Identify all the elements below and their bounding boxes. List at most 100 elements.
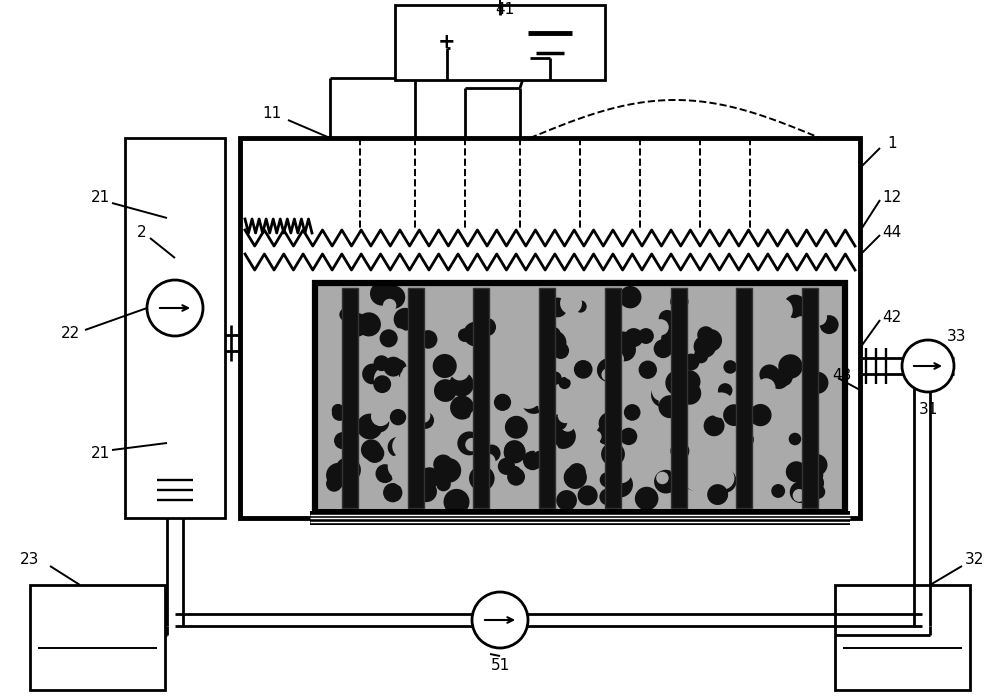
Circle shape [700, 329, 722, 352]
Circle shape [704, 323, 720, 340]
Circle shape [573, 347, 587, 361]
Circle shape [769, 369, 789, 389]
Circle shape [714, 353, 728, 367]
Circle shape [533, 451, 545, 463]
Circle shape [670, 441, 689, 461]
Bar [315, 283, 845, 513]
Text: 21: 21 [90, 191, 110, 205]
Circle shape [783, 295, 807, 318]
Circle shape [362, 364, 383, 385]
Bar [240, 138, 860, 518]
Circle shape [693, 483, 715, 505]
Circle shape [656, 472, 669, 484]
Circle shape [390, 409, 406, 425]
Text: 11: 11 [262, 105, 282, 121]
Text: +: + [438, 33, 456, 52]
Circle shape [651, 383, 676, 408]
Circle shape [408, 357, 424, 373]
Text: 51: 51 [490, 658, 510, 674]
Text: 21: 21 [90, 445, 110, 461]
Circle shape [542, 331, 566, 355]
Circle shape [723, 360, 737, 373]
Circle shape [433, 354, 457, 378]
Circle shape [652, 381, 672, 401]
Circle shape [324, 468, 338, 482]
Circle shape [444, 489, 470, 515]
Circle shape [523, 451, 542, 470]
Circle shape [599, 435, 616, 452]
Circle shape [607, 472, 633, 498]
Circle shape [458, 328, 472, 342]
Circle shape [685, 470, 705, 491]
Circle shape [739, 454, 756, 470]
Circle shape [624, 328, 643, 347]
Circle shape [467, 358, 481, 372]
Circle shape [552, 342, 569, 359]
Circle shape [795, 373, 808, 386]
Circle shape [704, 415, 725, 436]
Circle shape [749, 404, 772, 426]
Circle shape [678, 317, 690, 329]
Text: 22: 22 [60, 325, 80, 341]
Circle shape [383, 357, 403, 377]
Circle shape [694, 349, 708, 364]
Circle shape [332, 406, 347, 421]
Circle shape [466, 328, 479, 341]
Circle shape [735, 465, 751, 481]
Circle shape [522, 390, 546, 414]
Circle shape [789, 433, 801, 445]
Circle shape [460, 357, 479, 376]
Circle shape [401, 374, 426, 399]
Text: 44: 44 [882, 225, 902, 241]
Circle shape [357, 312, 381, 336]
Circle shape [472, 592, 528, 648]
Circle shape [437, 458, 461, 483]
Circle shape [803, 473, 824, 493]
Circle shape [514, 288, 532, 306]
Circle shape [334, 432, 351, 450]
Circle shape [786, 461, 807, 482]
Circle shape [505, 416, 528, 439]
Circle shape [635, 487, 658, 510]
Circle shape [474, 333, 486, 345]
Circle shape [339, 308, 353, 321]
Circle shape [800, 303, 818, 320]
Circle shape [450, 361, 470, 380]
Circle shape [809, 335, 832, 358]
Circle shape [669, 297, 693, 320]
Circle shape [771, 484, 785, 498]
Circle shape [463, 322, 488, 346]
Circle shape [772, 334, 786, 348]
Circle shape [369, 413, 389, 432]
Circle shape [545, 327, 561, 343]
Circle shape [661, 328, 684, 350]
Bar [315, 283, 845, 513]
Text: 1: 1 [887, 135, 897, 151]
Circle shape [388, 454, 412, 479]
Circle shape [419, 330, 437, 349]
Circle shape [811, 484, 825, 499]
Circle shape [806, 454, 827, 476]
Circle shape [394, 308, 416, 331]
Circle shape [678, 382, 701, 405]
Circle shape [483, 445, 501, 462]
Circle shape [741, 350, 753, 362]
Circle shape [653, 452, 670, 469]
Circle shape [415, 408, 430, 423]
Text: 43: 43 [832, 369, 852, 383]
Circle shape [504, 441, 526, 463]
Circle shape [562, 358, 584, 380]
Circle shape [383, 483, 402, 503]
Bar [310, 511, 850, 525]
Circle shape [489, 324, 501, 336]
Text: 23: 23 [20, 553, 40, 567]
Circle shape [434, 379, 457, 402]
Circle shape [732, 350, 746, 364]
Circle shape [665, 370, 691, 396]
Circle shape [336, 384, 362, 410]
Circle shape [615, 333, 627, 346]
Circle shape [798, 462, 823, 488]
Text: 41: 41 [495, 3, 515, 17]
Circle shape [470, 408, 489, 428]
Circle shape [806, 372, 828, 394]
